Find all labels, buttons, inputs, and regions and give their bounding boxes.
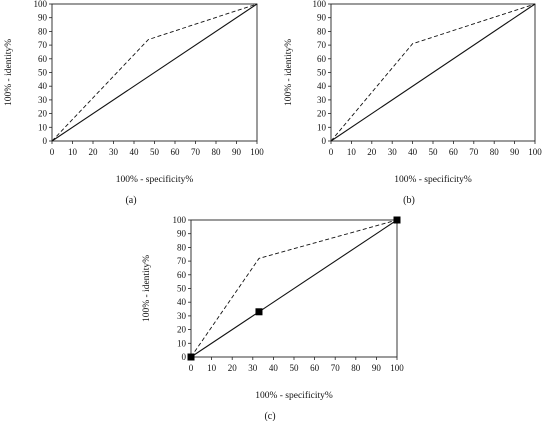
y-tick-label: 60 — [177, 270, 187, 280]
y-tick-label: 100 — [173, 215, 187, 225]
y-tick-label: 50 — [38, 68, 48, 78]
data-point-marker — [187, 353, 195, 361]
y-tick-label: 50 — [177, 284, 187, 294]
x-tick-label: 20 — [228, 363, 238, 373]
x-tick-label: 60 — [449, 147, 459, 157]
y-tick-label: 10 — [177, 338, 187, 348]
y-tick-label: 70 — [317, 40, 327, 50]
x-tick-label: 0 — [50, 147, 55, 157]
y-tick-label: 20 — [177, 325, 187, 335]
x-tick-label: 50 — [429, 147, 439, 157]
x-tick-label: 40 — [408, 147, 418, 157]
x-tick-label: 50 — [150, 147, 160, 157]
y-tick-label: 60 — [317, 54, 327, 64]
x-tick-label: 50 — [290, 363, 300, 373]
y-tick-label: 80 — [38, 26, 48, 36]
x-tick-label: 20 — [367, 147, 377, 157]
solid-reference-line — [190, 219, 398, 358]
dashed-roc-curve — [330, 3, 536, 142]
x-tick-label: 40 — [269, 363, 279, 373]
y-tick-label: 20 — [317, 109, 327, 119]
y-tick-label: 80 — [177, 242, 187, 252]
x-tick-label: 80 — [351, 363, 361, 373]
panel-label: (b) — [403, 195, 415, 206]
x-tick-label: 100 — [528, 147, 542, 157]
dashed-roc-curve — [190, 219, 398, 358]
panel-label: (a) — [125, 195, 136, 206]
x-tick-label: 10 — [68, 147, 78, 157]
y-tick-label: 80 — [317, 26, 327, 36]
chart-panel-a: 0 10 20 30 40 50 60 70 80 90 100 0 10 20 30 40 50 60 70 80 9… — [4, 0, 264, 206]
dashed-roc-curve — [51, 3, 258, 142]
y-tick-label: 60 — [38, 54, 48, 64]
data-point-marker — [255, 308, 263, 316]
y-tick-label: 90 — [38, 13, 48, 23]
panel-label: (c) — [264, 411, 275, 421]
y-tick-label: 0 — [322, 136, 327, 146]
x-tick-label: 90 — [510, 147, 520, 157]
y-tick-label: 70 — [38, 40, 48, 50]
x-tick-label: 0 — [329, 147, 334, 157]
y-tick-label: 30 — [38, 95, 48, 105]
solid-reference-line — [330, 3, 536, 142]
x-tick-label: 60 — [171, 147, 181, 157]
y-tick-label: 100 — [34, 0, 48, 9]
chart-panel-c: 0 10 20 30 40 50 60 70 80 90 100 0 10 20 30 40 50 60 70 80 9… — [142, 215, 404, 421]
y-tick-label: 30 — [177, 311, 187, 321]
y-tick-label: 10 — [317, 122, 327, 132]
y-axis-label: 100% - identity% — [142, 255, 152, 322]
x-tick-label: 70 — [191, 147, 201, 157]
x-axis-label: 100% - specificity% — [116, 174, 194, 185]
chart-panel-b: 0 10 20 30 40 50 60 70 80 90 100 0 10 20 30 40 50 60 70 80 9… — [284, 0, 542, 206]
x-tick-label: 70 — [331, 363, 341, 373]
y-tick-label: 0 — [43, 136, 48, 146]
y-tick-label: 40 — [38, 81, 48, 91]
x-tick-label: 30 — [248, 363, 258, 373]
y-tick-label: 40 — [177, 297, 187, 307]
x-tick-label: 20 — [89, 147, 99, 157]
y-tick-label: 20 — [38, 109, 48, 119]
x-axis-label: 100% - specificity% — [255, 390, 333, 401]
x-tick-label: 60 — [310, 363, 320, 373]
y-tick-label: 100 — [313, 0, 327, 9]
y-tick-label: 30 — [317, 95, 327, 105]
y-tick-label: 50 — [317, 68, 327, 78]
y-tick-label: 90 — [317, 13, 327, 23]
x-tick-label: 80 — [212, 147, 222, 157]
x-tick-label: 100 — [390, 363, 404, 373]
y-tick-label: 10 — [38, 122, 48, 132]
x-tick-label: 30 — [109, 147, 119, 157]
y-tick-label: 40 — [317, 81, 327, 91]
x-tick-label: 0 — [189, 363, 194, 373]
y-tick-label: 70 — [177, 256, 187, 266]
x-tick-label: 100 — [250, 147, 264, 157]
data-point-marker — [393, 216, 401, 224]
x-tick-label: 80 — [490, 147, 500, 157]
x-tick-label: 10 — [207, 363, 217, 373]
y-axis-label: 100% - identity% — [284, 39, 294, 106]
x-tick-label: 70 — [469, 147, 479, 157]
y-tick-label: 90 — [177, 229, 187, 239]
x-tick-label: 40 — [130, 147, 140, 157]
x-axis-label: 100% - specificity% — [394, 174, 472, 185]
solid-reference-line — [51, 3, 258, 142]
y-axis-label: 100% - identity% — [4, 39, 14, 106]
x-tick-label: 10 — [347, 147, 357, 157]
x-tick-label: 90 — [372, 363, 382, 373]
x-tick-label: 90 — [232, 147, 242, 157]
x-tick-label: 30 — [388, 147, 398, 157]
y-tick-label: 0 — [182, 352, 187, 362]
